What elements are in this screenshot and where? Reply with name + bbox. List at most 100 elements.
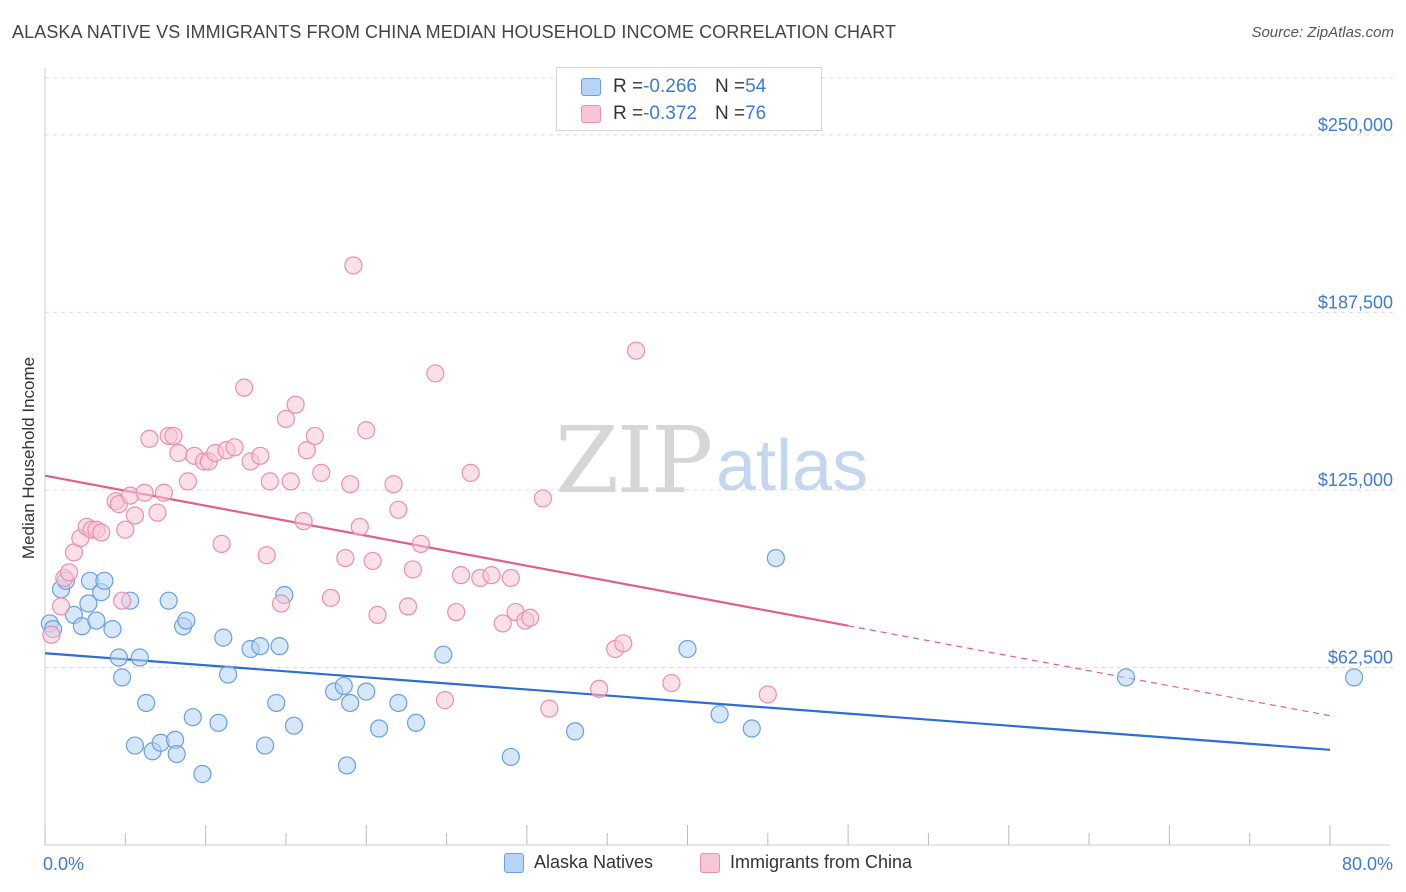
china-point xyxy=(212,534,231,553)
china-point xyxy=(341,475,360,494)
china-point xyxy=(169,443,188,463)
alaska-point xyxy=(193,764,212,784)
legend-n-value: 76 xyxy=(745,103,767,124)
alaska-point xyxy=(710,705,729,724)
china-point xyxy=(276,409,296,428)
alaska-point xyxy=(341,693,360,713)
china-point xyxy=(426,364,445,383)
legend-r-value: -0.266 xyxy=(643,76,697,97)
bottom-legend-swatch-blue xyxy=(504,852,524,873)
china-point xyxy=(411,534,430,553)
chart-title: ALASKA NATIVE VS IMMIGRANTS FROM CHINA M… xyxy=(12,22,897,42)
china-point xyxy=(297,441,316,460)
china-point xyxy=(178,472,198,491)
china-point xyxy=(451,566,471,585)
legend-n-value: 54 xyxy=(745,76,767,97)
china-point xyxy=(154,483,173,502)
china-point xyxy=(363,551,382,571)
alaska-point xyxy=(255,736,275,755)
source-note: Source: ZipAtlas.com xyxy=(1251,24,1394,41)
china-point xyxy=(321,588,341,607)
china-point xyxy=(42,625,61,644)
alaska-point xyxy=(678,639,697,659)
china-point xyxy=(447,602,466,622)
china-point xyxy=(403,560,422,579)
china-point xyxy=(112,591,132,610)
china-point xyxy=(614,634,633,653)
legend: R = -0.266 N = 54 R = -0.372 N = 76 xyxy=(556,67,822,131)
china-point xyxy=(281,472,300,491)
alaska-point xyxy=(112,668,132,687)
alaska-point xyxy=(389,693,408,713)
tick-labels: $62,500 $125,000 $187,500 $250,000 0.0% 80.0% xyxy=(43,115,1393,874)
alaska-point xyxy=(251,637,270,656)
alaska-point xyxy=(766,548,785,568)
china-point xyxy=(398,597,418,616)
alaska-point xyxy=(209,713,228,732)
axes xyxy=(44,68,1390,846)
china-point xyxy=(662,673,681,693)
legend-row-china: R = -0.372 N = 76 xyxy=(581,102,766,126)
alaska-point xyxy=(87,611,106,630)
china-point xyxy=(225,438,244,457)
china-point xyxy=(336,548,355,568)
alaska-point xyxy=(267,693,286,713)
legend-r-label: R = xyxy=(613,76,644,97)
legend-swatch-pink xyxy=(581,105,601,123)
china-point xyxy=(148,503,167,522)
china-point xyxy=(540,699,559,718)
china-point xyxy=(435,691,455,710)
y-tick-label: $62,500 xyxy=(1328,647,1393,667)
trend-line-china xyxy=(44,474,849,627)
alaska-point xyxy=(177,611,196,630)
china-point xyxy=(344,256,363,275)
legend-r-value: -0.372 xyxy=(643,103,697,124)
alaska-point xyxy=(334,676,353,696)
alaska-point xyxy=(370,719,389,738)
alaska-point xyxy=(406,713,426,732)
alaska-point xyxy=(565,722,585,741)
legend-r-label: R = xyxy=(613,103,644,124)
alaska-point xyxy=(214,628,233,647)
china-point xyxy=(626,341,646,360)
china-point xyxy=(59,563,79,582)
data-points xyxy=(40,256,1364,784)
y-tick-label: $187,500 xyxy=(1318,292,1393,312)
china-point xyxy=(312,463,331,482)
china-point xyxy=(368,605,387,625)
alaska-point xyxy=(95,571,114,590)
china-point xyxy=(590,679,609,698)
china-point xyxy=(251,446,270,465)
alaska-point xyxy=(137,693,156,713)
alaska-point xyxy=(109,648,128,667)
y-axis-label: Median Household Income xyxy=(19,357,38,559)
bottom-legend-label: Immigrants from China xyxy=(730,852,913,872)
alaska-point xyxy=(130,648,149,667)
china-point xyxy=(357,421,376,440)
y-tick-label: $250,000 xyxy=(1318,115,1393,135)
alaska-point xyxy=(125,736,145,755)
bottom-legend-china: Immigrants from China xyxy=(700,852,912,873)
alaska-point xyxy=(1344,668,1364,687)
alaska-point xyxy=(167,744,186,764)
watermark-atlas: atlas xyxy=(716,426,868,506)
china-point xyxy=(389,500,408,519)
alaska-point xyxy=(501,747,520,767)
alaska-point xyxy=(103,620,122,639)
china-point xyxy=(135,483,154,502)
alaska-point xyxy=(357,682,376,701)
china-point xyxy=(461,463,480,482)
watermark-zip: ZIP xyxy=(555,407,711,514)
china-point xyxy=(533,489,553,508)
alaska-point xyxy=(434,645,453,664)
x-tick-label: 0.0% xyxy=(43,854,84,874)
alaska-point xyxy=(270,637,289,656)
alaska-point xyxy=(742,719,761,738)
legend-n-label: N = xyxy=(714,103,746,124)
legend-swatch-blue xyxy=(581,78,601,96)
trend-line-alaska xyxy=(44,652,1331,751)
alaska-point xyxy=(219,665,238,684)
trend-lines xyxy=(44,474,1331,751)
alaska-point xyxy=(284,716,304,735)
